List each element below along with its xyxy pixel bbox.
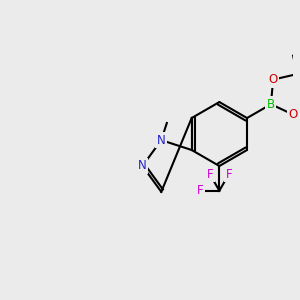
- Text: O: O: [289, 108, 298, 121]
- Text: N: N: [157, 134, 166, 147]
- Text: B: B: [267, 98, 275, 111]
- Text: O: O: [268, 73, 278, 86]
- Text: F: F: [207, 168, 213, 181]
- Text: F: F: [226, 168, 232, 181]
- Text: F: F: [197, 184, 204, 197]
- Text: N: N: [138, 160, 147, 172]
